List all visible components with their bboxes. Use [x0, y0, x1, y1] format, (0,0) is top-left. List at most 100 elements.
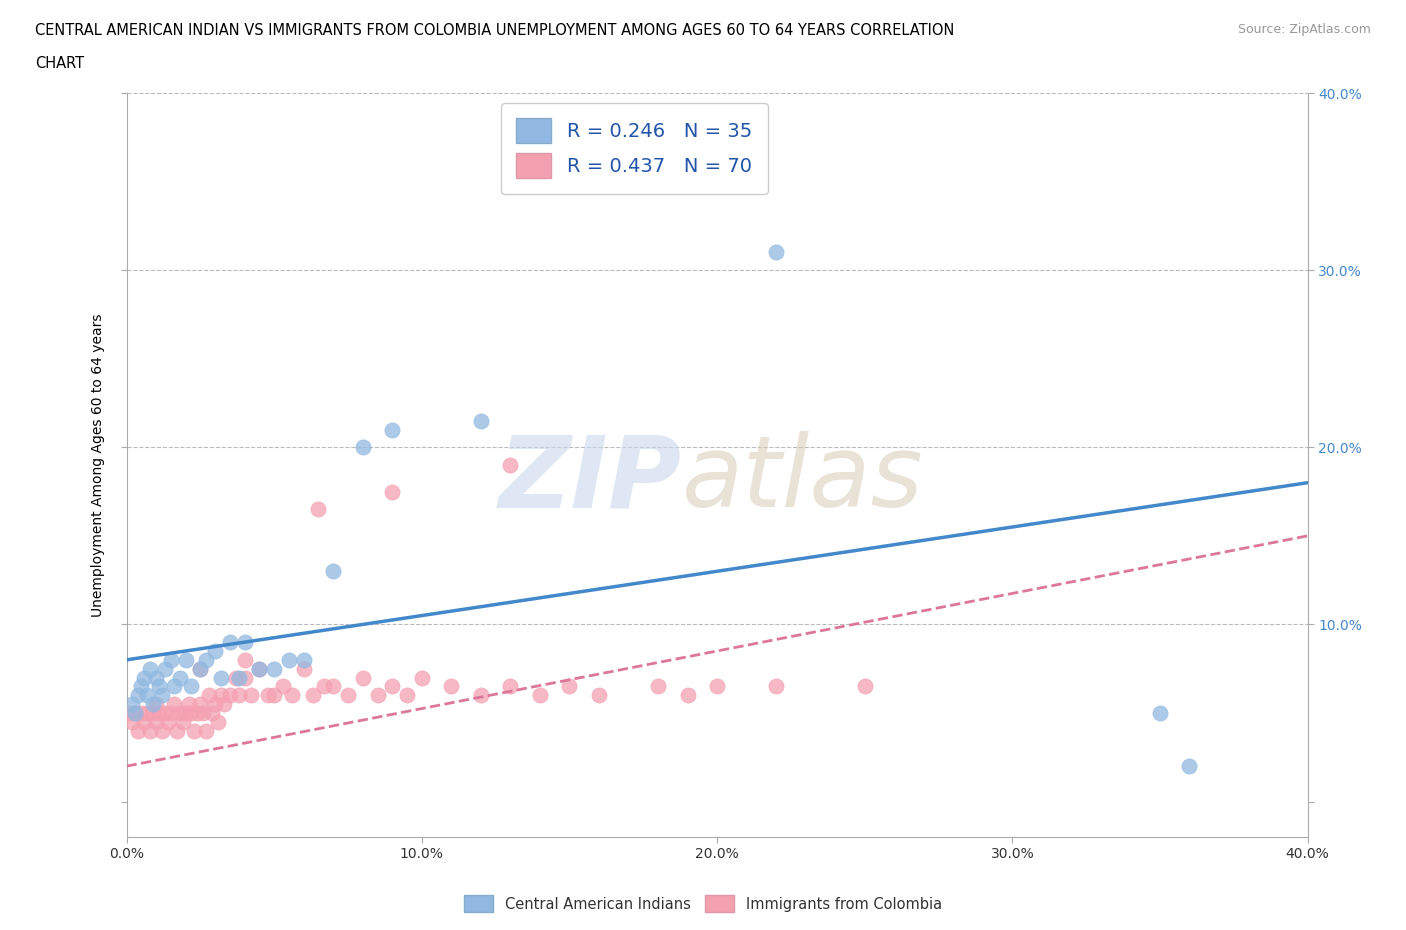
Point	[183, 724, 205, 738]
Point	[352, 440, 374, 455]
Point	[136, 688, 159, 703]
Point	[247, 661, 270, 676]
Point	[381, 679, 404, 694]
Point	[153, 706, 176, 721]
Point	[153, 661, 176, 676]
Point	[853, 679, 876, 694]
Legend: R = 0.246   N = 35, R = 0.437   N = 70: R = 0.246 N = 35, R = 0.437 N = 70	[501, 102, 768, 193]
Point	[411, 671, 433, 685]
Point	[263, 661, 285, 676]
Point	[765, 245, 787, 259]
Point	[201, 706, 224, 721]
Point	[588, 688, 610, 703]
Point	[142, 706, 165, 721]
Legend: Central American Indians, Immigrants from Colombia: Central American Indians, Immigrants fro…	[458, 890, 948, 918]
Point	[499, 458, 522, 472]
Point	[121, 697, 143, 711]
Point	[281, 688, 304, 703]
Point	[142, 697, 165, 711]
Text: Source: ZipAtlas.com: Source: ZipAtlas.com	[1237, 23, 1371, 36]
Point	[174, 706, 197, 721]
Y-axis label: Unemployment Among Ages 60 to 64 years: Unemployment Among Ages 60 to 64 years	[91, 313, 105, 617]
Point	[150, 688, 173, 703]
Point	[139, 661, 162, 676]
Point	[225, 671, 247, 685]
Point	[233, 653, 256, 668]
Point	[558, 679, 581, 694]
Point	[257, 688, 280, 703]
Point	[337, 688, 360, 703]
Point	[145, 671, 167, 685]
Point	[139, 724, 162, 738]
Point	[204, 644, 226, 658]
Point	[292, 653, 315, 668]
Point	[163, 697, 186, 711]
Point	[148, 679, 170, 694]
Point	[1149, 706, 1171, 721]
Point	[228, 671, 250, 685]
Point	[159, 706, 183, 721]
Point	[207, 714, 229, 729]
Point	[322, 564, 344, 578]
Point	[166, 724, 188, 738]
Point	[352, 671, 374, 685]
Point	[314, 679, 336, 694]
Point	[233, 634, 256, 649]
Point	[247, 661, 270, 676]
Point	[156, 714, 179, 729]
Point	[209, 671, 232, 685]
Point	[169, 671, 191, 685]
Point	[193, 706, 215, 721]
Point	[177, 697, 200, 711]
Point	[124, 706, 146, 721]
Point	[174, 653, 197, 668]
Point	[228, 688, 250, 703]
Point	[396, 688, 419, 703]
Point	[159, 653, 183, 668]
Point	[145, 697, 167, 711]
Point	[172, 714, 194, 729]
Point	[322, 679, 344, 694]
Point	[150, 724, 173, 738]
Point	[263, 688, 285, 703]
Text: CHART: CHART	[35, 56, 84, 71]
Point	[129, 706, 153, 721]
Point	[499, 679, 522, 694]
Point	[136, 706, 159, 721]
Point	[1178, 759, 1201, 774]
Point	[278, 653, 301, 668]
Point	[129, 679, 153, 694]
Point	[163, 679, 186, 694]
Point	[219, 634, 242, 649]
Point	[124, 706, 146, 721]
Point	[706, 679, 728, 694]
Point	[127, 688, 149, 703]
Point	[271, 679, 294, 694]
Point	[188, 661, 211, 676]
Point	[118, 706, 141, 721]
Point	[180, 706, 202, 721]
Point	[440, 679, 463, 694]
Point	[470, 688, 492, 703]
Point	[470, 413, 492, 428]
Point	[212, 697, 235, 711]
Point	[381, 485, 404, 499]
Text: CENTRAL AMERICAN INDIAN VS IMMIGRANTS FROM COLOMBIA UNEMPLOYMENT AMONG AGES 60 T: CENTRAL AMERICAN INDIAN VS IMMIGRANTS FR…	[35, 23, 955, 38]
Point	[134, 671, 156, 685]
Point	[307, 502, 329, 517]
Point	[195, 724, 218, 738]
Point	[647, 679, 669, 694]
Point	[134, 714, 156, 729]
Point	[127, 724, 149, 738]
Point	[219, 688, 242, 703]
Point	[188, 661, 211, 676]
Point	[676, 688, 699, 703]
Point	[239, 688, 262, 703]
Point	[292, 661, 315, 676]
Point	[145, 714, 167, 729]
Point	[186, 706, 208, 721]
Point	[198, 688, 221, 703]
Point	[233, 671, 256, 685]
Point	[209, 688, 232, 703]
Point	[204, 697, 226, 711]
